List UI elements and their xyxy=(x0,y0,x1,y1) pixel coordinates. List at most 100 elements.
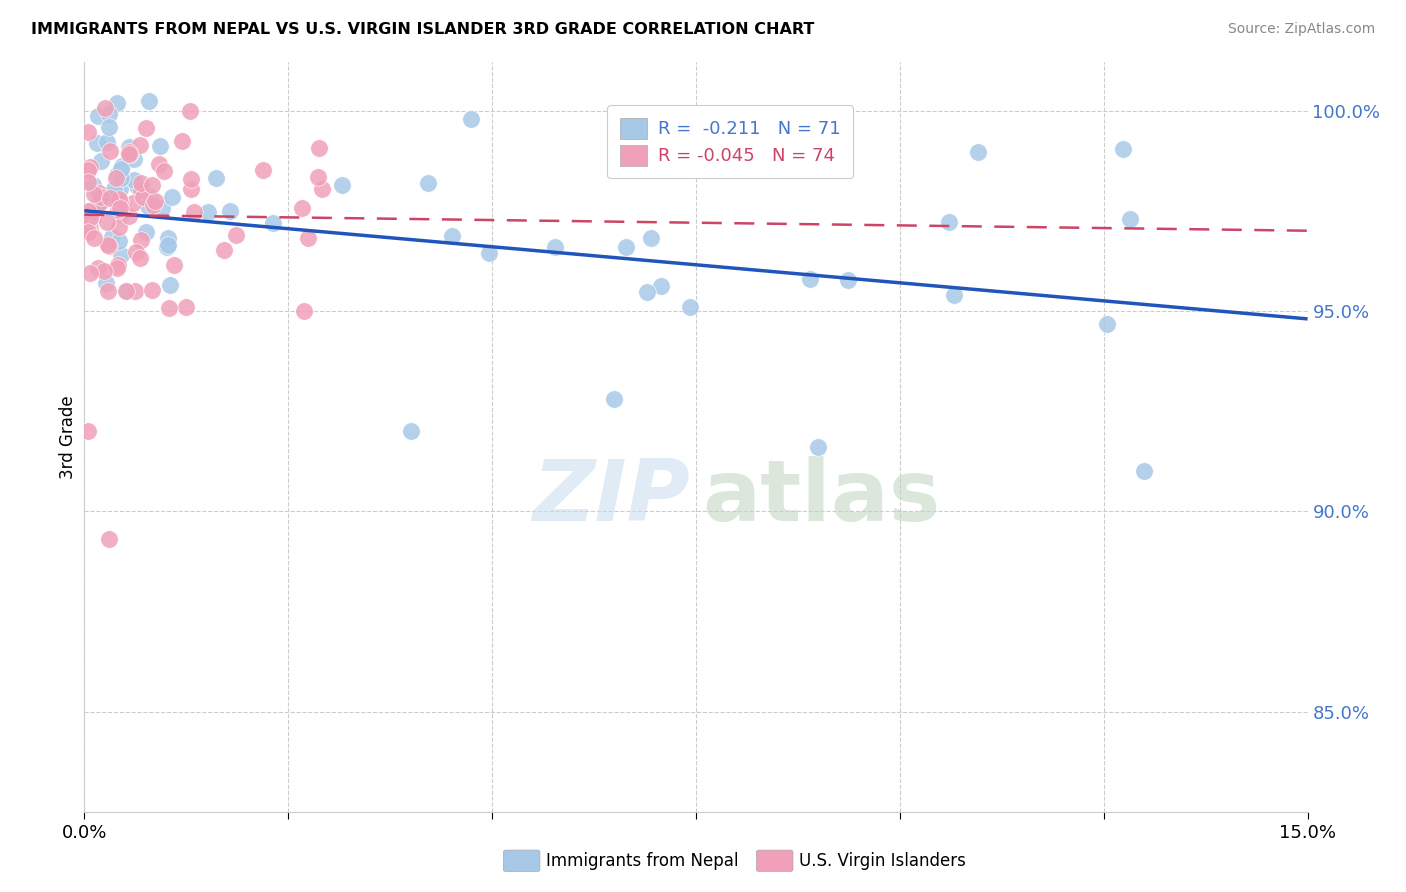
Point xyxy=(108,234,131,248)
Point xyxy=(308,141,330,155)
Point xyxy=(131,183,153,197)
Point xyxy=(172,134,194,148)
Point xyxy=(143,194,166,208)
Text: atlas: atlas xyxy=(702,456,941,539)
Point xyxy=(174,300,197,314)
Point xyxy=(103,182,125,196)
Point xyxy=(79,266,101,280)
Point xyxy=(212,244,235,258)
Point xyxy=(107,220,129,235)
Point xyxy=(77,162,100,177)
Point xyxy=(160,189,183,203)
Point xyxy=(100,145,122,159)
Point xyxy=(307,170,329,185)
Point xyxy=(97,284,120,298)
Point xyxy=(225,228,247,243)
Point xyxy=(93,264,115,278)
Point xyxy=(96,215,118,229)
Point xyxy=(105,168,128,182)
Point xyxy=(262,216,284,230)
Point xyxy=(156,240,179,254)
Point xyxy=(460,112,482,126)
Point xyxy=(1095,317,1118,331)
Legend: R =  -0.211   N = 71, R = -0.045   N = 74: R = -0.211 N = 71, R = -0.045 N = 74 xyxy=(607,105,853,178)
Text: U.S. Virgin Islanders: U.S. Virgin Islanders xyxy=(799,852,966,870)
Point xyxy=(129,251,152,265)
Point xyxy=(297,230,319,244)
Point xyxy=(180,181,202,195)
Point xyxy=(97,237,120,252)
Point xyxy=(118,140,141,154)
Point xyxy=(183,205,205,219)
Point xyxy=(79,211,101,225)
Point xyxy=(77,175,100,189)
Point xyxy=(139,189,162,203)
Point xyxy=(692,145,714,160)
Point xyxy=(150,201,173,215)
Point xyxy=(636,285,658,299)
Point xyxy=(118,147,141,161)
Point xyxy=(292,304,315,318)
Point xyxy=(650,279,672,293)
Point xyxy=(1133,464,1156,478)
Point xyxy=(440,229,463,244)
Point xyxy=(77,424,100,438)
Point xyxy=(98,239,121,253)
Point xyxy=(291,201,314,215)
Point xyxy=(98,191,121,205)
Point xyxy=(149,139,172,153)
Text: IMMIGRANTS FROM NEPAL VS U.S. VIRGIN ISLANDER 3RD GRADE CORRELATION CHART: IMMIGRANTS FROM NEPAL VS U.S. VIRGIN ISL… xyxy=(31,22,814,37)
Point xyxy=(180,172,202,186)
Point xyxy=(86,136,108,150)
Point xyxy=(108,192,131,206)
Point xyxy=(90,153,112,168)
Y-axis label: 3rd Grade: 3rd Grade xyxy=(59,395,77,479)
Point xyxy=(122,195,145,210)
Point xyxy=(136,199,159,213)
Text: ZIP: ZIP xyxy=(533,456,690,539)
Point xyxy=(132,190,155,204)
Point xyxy=(77,204,100,219)
Point xyxy=(679,300,702,314)
Point xyxy=(80,213,103,227)
Point xyxy=(107,95,129,110)
Point xyxy=(141,178,163,193)
Point xyxy=(105,171,128,186)
Point xyxy=(807,440,830,454)
Point xyxy=(118,209,141,223)
Point xyxy=(96,276,118,290)
Point xyxy=(640,231,662,245)
Point xyxy=(142,198,165,212)
Point xyxy=(83,231,105,245)
Point xyxy=(153,163,176,178)
Point xyxy=(89,195,111,210)
Point xyxy=(620,152,643,166)
Point xyxy=(938,215,960,229)
Point xyxy=(148,157,170,171)
Point xyxy=(156,237,179,252)
Point xyxy=(162,258,184,272)
Point xyxy=(219,204,242,219)
Point xyxy=(82,178,104,192)
Point xyxy=(107,202,129,217)
Point xyxy=(97,533,120,547)
Point xyxy=(110,247,132,261)
Point xyxy=(77,225,100,239)
Text: Source: ZipAtlas.com: Source: ZipAtlas.com xyxy=(1227,22,1375,37)
Point xyxy=(87,261,110,276)
Point xyxy=(157,230,180,244)
Point xyxy=(799,272,821,286)
Point xyxy=(98,120,121,134)
Point xyxy=(94,101,117,115)
Point xyxy=(110,170,132,185)
Point xyxy=(108,194,131,209)
Point xyxy=(96,135,118,149)
Point xyxy=(252,162,274,177)
Point xyxy=(101,230,124,244)
Point xyxy=(110,207,132,221)
Point xyxy=(1119,211,1142,226)
Point xyxy=(197,205,219,219)
Point xyxy=(87,186,110,201)
Point xyxy=(98,188,121,202)
Point xyxy=(138,95,160,109)
